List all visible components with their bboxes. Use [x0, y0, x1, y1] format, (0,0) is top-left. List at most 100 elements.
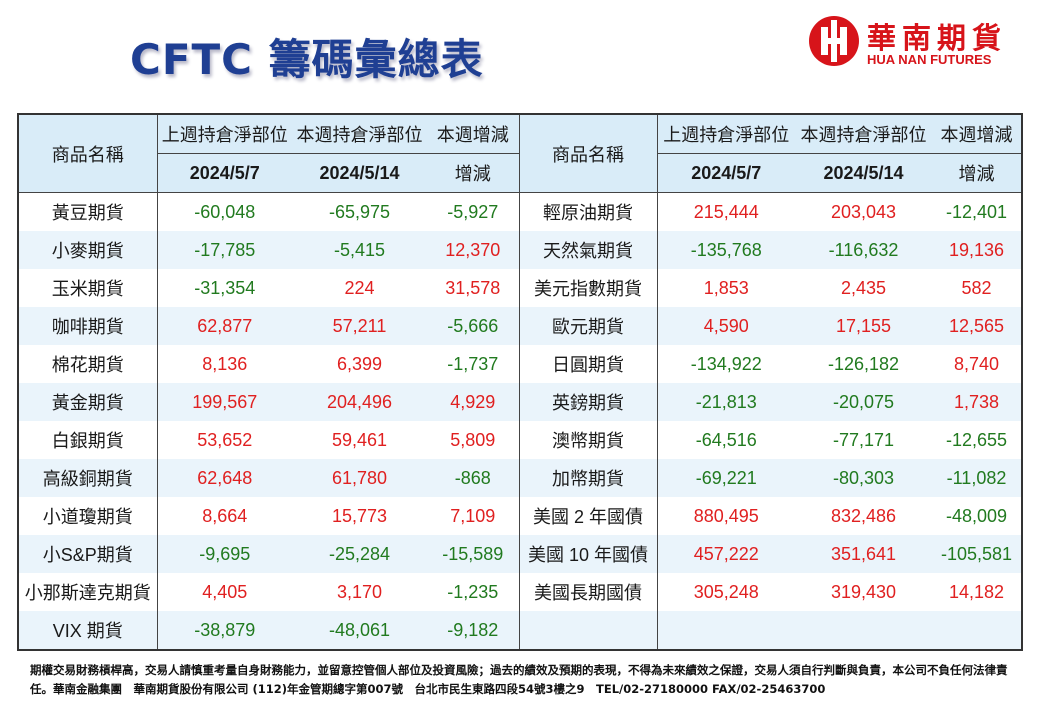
weekly-change: 582 [932, 269, 1022, 307]
column-header-curr-left: 本週持倉淨部位 [292, 114, 427, 154]
table-row: 玉米期貨 -31,354 224 31,578 美元指數期貨 1,853 2,435 582 [18, 269, 1022, 307]
commodity-name: 美國 10 年國債 [519, 535, 658, 573]
prev-position: 8,136 [157, 345, 292, 383]
prev-position: -134,922 [657, 345, 795, 383]
prev-position: 4,590 [657, 307, 795, 345]
weekly-change: -12,401 [932, 192, 1022, 231]
prev-position: -69,221 [657, 459, 795, 497]
weekly-change: -1,235 [427, 573, 520, 611]
table-row: 白銀期貨 53,652 59,461 5,809 澳幣期貨 -64,516 -77,171-… [18, 421, 1022, 459]
table-row: 小道瓊期貨 8,664 15,773 7,109 美國 2 年國債 880,495 832,… [18, 497, 1022, 535]
commodity-name: 加幣期貨 [519, 459, 658, 497]
column-header-change-left: 本週增減 [427, 114, 520, 154]
prev-position: 215,444 [657, 192, 795, 231]
curr-position: 57,211 [292, 307, 427, 345]
table-row: 高級銅期貨 62,648 61,780 -868 加幣期貨 -69,221 -80,303-… [18, 459, 1022, 497]
weekly-change: -5,927 [427, 192, 520, 231]
commodity-name: 小S&P期貨 [18, 535, 158, 573]
curr-date-left: 2024/5/14 [292, 153, 427, 193]
curr-position: 6,399 [292, 345, 427, 383]
commodity-name: 輕原油期貨 [519, 192, 658, 231]
prev-position: 880,495 [657, 497, 795, 535]
commodity-name: 歐元期貨 [519, 307, 658, 345]
prev-position: 8,664 [157, 497, 292, 535]
column-header-change-right: 本週增減 [932, 114, 1022, 154]
commodity-name: 玉米期貨 [18, 269, 158, 307]
prev-position: -135,768 [657, 231, 795, 269]
prev-position: -64,516 [657, 421, 795, 459]
curr-position: 224 [292, 269, 427, 307]
prev-position: 62,877 [157, 307, 292, 345]
column-header-name-left: 商品名稱 [18, 114, 158, 193]
curr-position: 832,486 [795, 497, 932, 535]
prev-position: 1,853 [657, 269, 795, 307]
commodity-name [519, 611, 658, 650]
weekly-change: -5,666 [427, 307, 520, 345]
prev-position: -38,879 [157, 611, 292, 650]
table-row: 咖啡期貨 62,877 57,211 -5,666 歐元期貨 4,590 17,155 12,… [18, 307, 1022, 345]
commodity-name: 小道瓊期貨 [18, 497, 158, 535]
curr-position: -116,632 [795, 231, 932, 269]
table-row: 棉花期貨 8,136 6,399 -1,737 日圓期貨 -134,922 -126,182… [18, 345, 1022, 383]
curr-position: 204,496 [292, 383, 427, 421]
weekly-change: 4,929 [427, 383, 520, 421]
curr-position: 3,170 [292, 573, 427, 611]
change-sub-right: 增減 [932, 153, 1022, 193]
curr-position [795, 611, 932, 650]
commodity-name: 黃金期貨 [18, 383, 158, 421]
curr-position: 61,780 [292, 459, 427, 497]
prev-position: -17,785 [157, 231, 292, 269]
weekly-change: 5,809 [427, 421, 520, 459]
weekly-change: -1,737 [427, 345, 520, 383]
commodity-name: 美國長期國債 [519, 573, 658, 611]
commodity-name: 高級銅期貨 [18, 459, 158, 497]
weekly-change: 8,740 [932, 345, 1022, 383]
table-row: 黃金期貨 199,567 204,496 4,929 英鎊期貨 -21,813 -20,07… [18, 383, 1022, 421]
table-row: VIX 期貨 -38,879 -48,061 -9,182 [18, 611, 1022, 650]
curr-position: -126,182 [795, 345, 932, 383]
prev-date-left: 2024/5/7 [157, 153, 292, 193]
prev-position: -31,354 [157, 269, 292, 307]
page-title: CFTC 籌碼彙總表 [130, 35, 484, 84]
prev-position: -21,813 [657, 383, 795, 421]
weekly-change: -48,009 [932, 497, 1022, 535]
weekly-change: 12,370 [427, 231, 520, 269]
curr-position: 351,641 [795, 535, 932, 573]
weekly-change: -868 [427, 459, 520, 497]
commodity-name: 美國 2 年國債 [519, 497, 658, 535]
weekly-change: -105,581 [932, 535, 1022, 573]
curr-position: 203,043 [795, 192, 932, 231]
weekly-change [932, 611, 1022, 650]
table-row: 小麥期貨 -17,785 -5,415 12,370 天然氣期貨 -135,768 -116… [18, 231, 1022, 269]
commodity-name: 咖啡期貨 [18, 307, 158, 345]
weekly-change: 19,136 [932, 231, 1022, 269]
commodity-name: 澳幣期貨 [519, 421, 658, 459]
hua-nan-futures-logo: 華南期貨 HUA NAN FUTURES [809, 16, 1024, 76]
curr-position: -25,284 [292, 535, 427, 573]
weekly-change: 31,578 [427, 269, 520, 307]
prev-position [657, 611, 795, 650]
table-row: 小S&P期貨 -9,695 -25,284 -15,589 美國 10 年國債 457,2… [18, 535, 1022, 573]
commodity-name: 小麥期貨 [18, 231, 158, 269]
curr-position: 319,430 [795, 573, 932, 611]
curr-position: 15,773 [292, 497, 427, 535]
weekly-change: 1,738 [932, 383, 1022, 421]
commodity-name: VIX 期貨 [18, 611, 158, 650]
column-header-name-right: 商品名稱 [519, 114, 658, 193]
curr-position: -48,061 [292, 611, 427, 650]
prev-position: 62,648 [157, 459, 292, 497]
prev-position: 4,405 [157, 573, 292, 611]
column-header-curr-right: 本週持倉淨部位 [795, 114, 932, 154]
commodity-name: 日圓期貨 [519, 345, 658, 383]
commodity-name: 白銀期貨 [18, 421, 158, 459]
table-row: 黃豆期貨 -60,048 -65,975 -5,927 輕原油期貨 215,444 203,… [18, 192, 1022, 231]
commodity-name: 英鎊期貨 [519, 383, 658, 421]
hua-nan-logo-icon [809, 16, 859, 66]
risk-disclaimer: 期權交易財務槓桿高，交易人請慎重考量自身財務能力，並留意控管個人部位及投資風險；… [30, 663, 1008, 696]
prev-date-right: 2024/5/7 [657, 153, 795, 193]
column-header-prev-right: 上週持倉淨部位 [657, 114, 795, 154]
commodity-name: 天然氣期貨 [519, 231, 658, 269]
weekly-change: -15,589 [427, 535, 520, 573]
curr-position: -20,075 [795, 383, 932, 421]
curr-position: -80,303 [795, 459, 932, 497]
